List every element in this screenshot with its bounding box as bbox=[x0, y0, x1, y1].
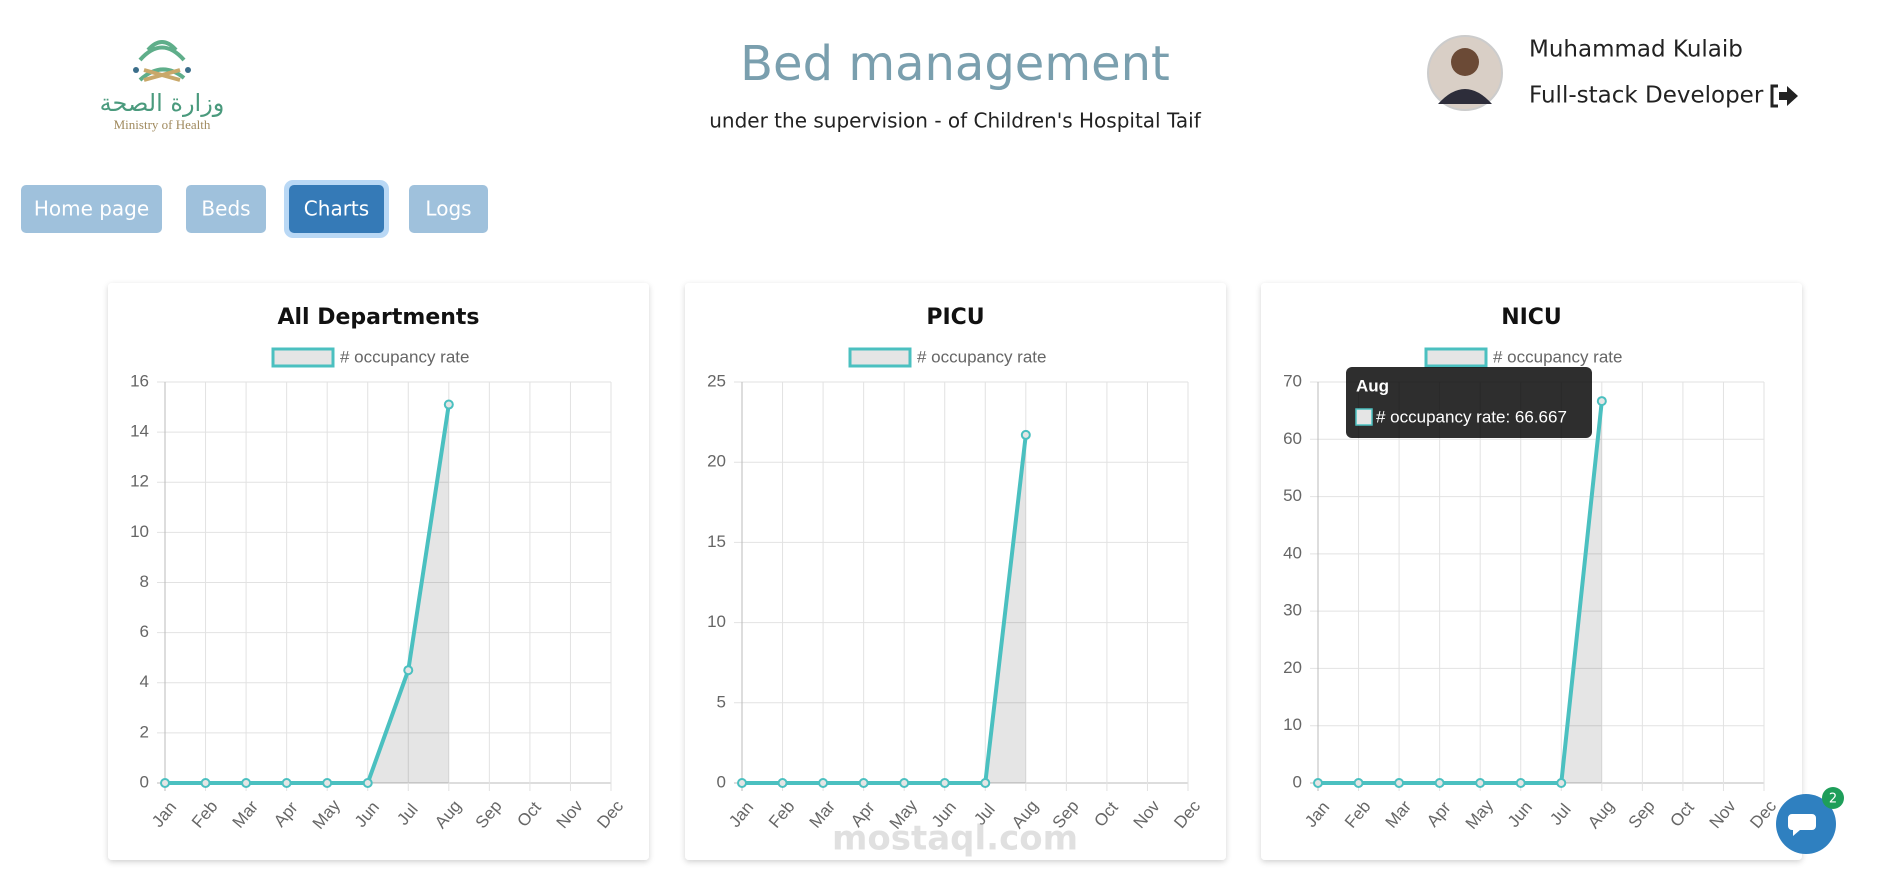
watermark: mostaql.com bbox=[832, 819, 1078, 859]
y-tick-label: 6 bbox=[140, 622, 149, 641]
chart-title: PICU bbox=[926, 305, 984, 330]
area bbox=[742, 434, 1026, 783]
y-tick-label: 14 bbox=[130, 422, 149, 441]
point bbox=[1313, 778, 1323, 788]
chat-button[interactable] bbox=[1776, 787, 1844, 854]
area bbox=[1318, 401, 1602, 783]
point bbox=[858, 778, 869, 788]
chart-card bbox=[108, 283, 649, 860]
legend-label: # occupancy rate bbox=[917, 347, 1046, 366]
line bbox=[165, 404, 451, 785]
nav-button[interactable] bbox=[289, 185, 384, 233]
y-tick-label: 10 bbox=[707, 612, 726, 631]
y-tick-label: 2 bbox=[140, 722, 149, 741]
nav-button[interactable] bbox=[21, 185, 162, 233]
user-name: Muhammad Kulaib bbox=[1529, 37, 1743, 63]
y-tick-label: 70 bbox=[1283, 371, 1302, 390]
point bbox=[200, 778, 211, 788]
point bbox=[322, 778, 333, 788]
page-title: Bed management bbox=[740, 36, 1170, 92]
y-tick-label: 30 bbox=[1283, 601, 1302, 620]
nav-button[interactable] bbox=[409, 185, 488, 233]
y-tick-label: 4 bbox=[140, 672, 149, 691]
y-tick-label: 16 bbox=[130, 371, 149, 390]
user-role: Full-stack Developer bbox=[1529, 83, 1764, 109]
point bbox=[241, 778, 252, 788]
point bbox=[818, 778, 829, 788]
legend-swatch bbox=[1424, 347, 1488, 368]
chart-title: All Departments bbox=[277, 305, 479, 330]
line bbox=[742, 434, 1028, 785]
y-tick-label: 5 bbox=[717, 692, 726, 711]
tooltip bbox=[1346, 367, 1592, 438]
avatar bbox=[1427, 35, 1503, 111]
point bbox=[737, 778, 747, 788]
point bbox=[777, 778, 788, 788]
nav-label: Beds bbox=[201, 197, 250, 221]
point bbox=[362, 778, 373, 788]
legend-label: # occupancy rate bbox=[1493, 347, 1622, 366]
y-tick-label: 10 bbox=[1283, 715, 1302, 734]
y-tick-label: 0 bbox=[717, 772, 726, 791]
point bbox=[160, 778, 170, 788]
y-tick-label: 50 bbox=[1283, 486, 1302, 505]
point bbox=[980, 778, 991, 788]
logo-arabic: وزارة الصحة bbox=[100, 89, 225, 117]
nav-label: Home page bbox=[34, 197, 149, 221]
point bbox=[1434, 778, 1445, 788]
y-tick-label: 10 bbox=[130, 522, 149, 541]
tooltip-text: # occupancy rate: 66.667 bbox=[1376, 407, 1567, 426]
y-tick-label: 8 bbox=[140, 572, 149, 591]
tooltip-title: Aug bbox=[1356, 376, 1389, 395]
page-subtitle: under the supervision - of Children's Ho… bbox=[709, 109, 1201, 133]
point bbox=[1475, 778, 1486, 788]
point bbox=[1596, 396, 1607, 407]
legend-label: # occupancy rate bbox=[340, 347, 469, 366]
point bbox=[1353, 778, 1364, 788]
y-tick-label: 0 bbox=[140, 772, 149, 791]
y-tick-label: 0 bbox=[1293, 772, 1302, 791]
charts: All Departments # occupancy rate 0 2 4 6 8 10 12… bbox=[108, 283, 1802, 860]
y-tick-label: 20 bbox=[1283, 658, 1302, 677]
nav: Home page Beds Charts Logs bbox=[21, 180, 488, 238]
y-tick-label: 25 bbox=[707, 371, 726, 390]
legend-swatch bbox=[271, 347, 335, 368]
point bbox=[1394, 778, 1405, 788]
area bbox=[165, 404, 449, 783]
point bbox=[1515, 778, 1526, 788]
y-tick-label: 40 bbox=[1283, 543, 1302, 562]
y-tick-label: 12 bbox=[130, 472, 149, 491]
logout-icon[interactable] bbox=[1770, 84, 1798, 108]
point bbox=[1020, 429, 1031, 440]
y-tick-label: 15 bbox=[707, 532, 726, 551]
chat-badge: 2 bbox=[1829, 792, 1837, 807]
point bbox=[281, 778, 292, 788]
y-tick-label: 20 bbox=[707, 452, 726, 471]
point bbox=[443, 399, 454, 410]
nav-label: Logs bbox=[425, 197, 471, 221]
logo bbox=[133, 40, 191, 82]
line bbox=[1318, 400, 1604, 785]
logo-english: Ministry of Health bbox=[114, 117, 211, 132]
point bbox=[403, 665, 414, 676]
tooltip-swatch bbox=[1355, 408, 1373, 426]
legend-swatch bbox=[848, 347, 912, 368]
chart-card bbox=[685, 283, 1226, 860]
point bbox=[939, 778, 950, 788]
point bbox=[1556, 778, 1567, 788]
point bbox=[899, 778, 910, 788]
nav-label: Charts bbox=[304, 197, 369, 221]
chart-title: NICU bbox=[1501, 305, 1562, 330]
nav-button[interactable] bbox=[186, 185, 266, 233]
y-tick-label: 60 bbox=[1283, 429, 1302, 448]
